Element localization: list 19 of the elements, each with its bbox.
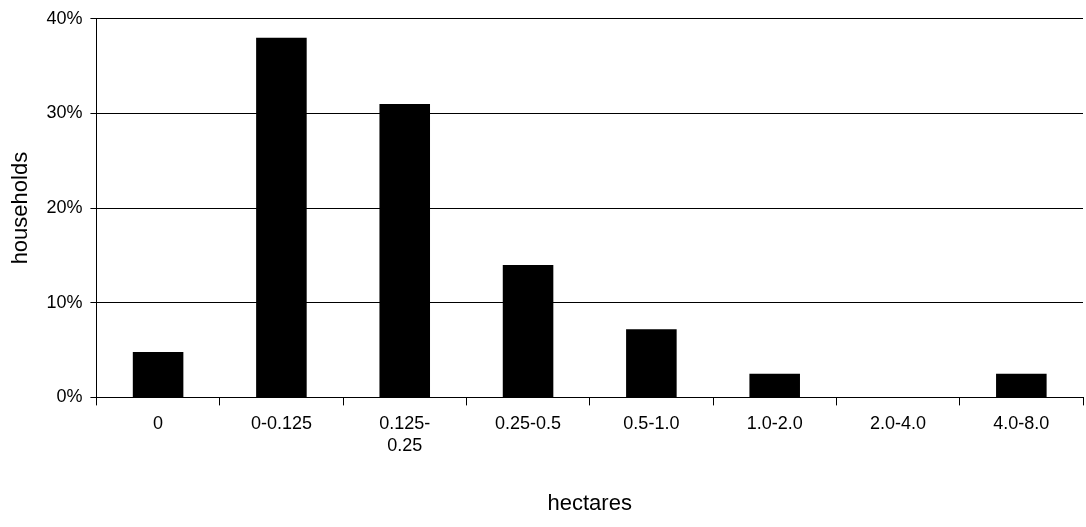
y-tick-label: 0% xyxy=(56,386,83,407)
x-tick-label: 0.25-0.5 xyxy=(495,413,562,434)
x-tick-label: 2.0-4.0 xyxy=(869,413,927,434)
y-axis-title: households xyxy=(7,151,33,265)
x-tick-label: 0-0.125 xyxy=(250,413,312,434)
x-tick-label: 1.0-2.0 xyxy=(746,413,803,434)
bar xyxy=(749,373,800,397)
bar xyxy=(626,329,677,397)
y-tick-label: 30% xyxy=(46,102,83,123)
x-tick-label: 4.0-8.0 xyxy=(993,413,1050,434)
x-tick-label: 0.125-0.25 xyxy=(379,413,431,455)
y-tick-label: 40% xyxy=(46,7,83,28)
bar xyxy=(132,351,184,397)
bar xyxy=(996,373,1047,397)
x-axis-title: hectares xyxy=(547,489,632,515)
x-tick-label: 0 xyxy=(153,413,164,434)
y-tick-label: 20% xyxy=(46,197,83,218)
y-tick-label: 10% xyxy=(46,291,83,312)
x-tick-label: 0.5-1.0 xyxy=(623,413,680,434)
